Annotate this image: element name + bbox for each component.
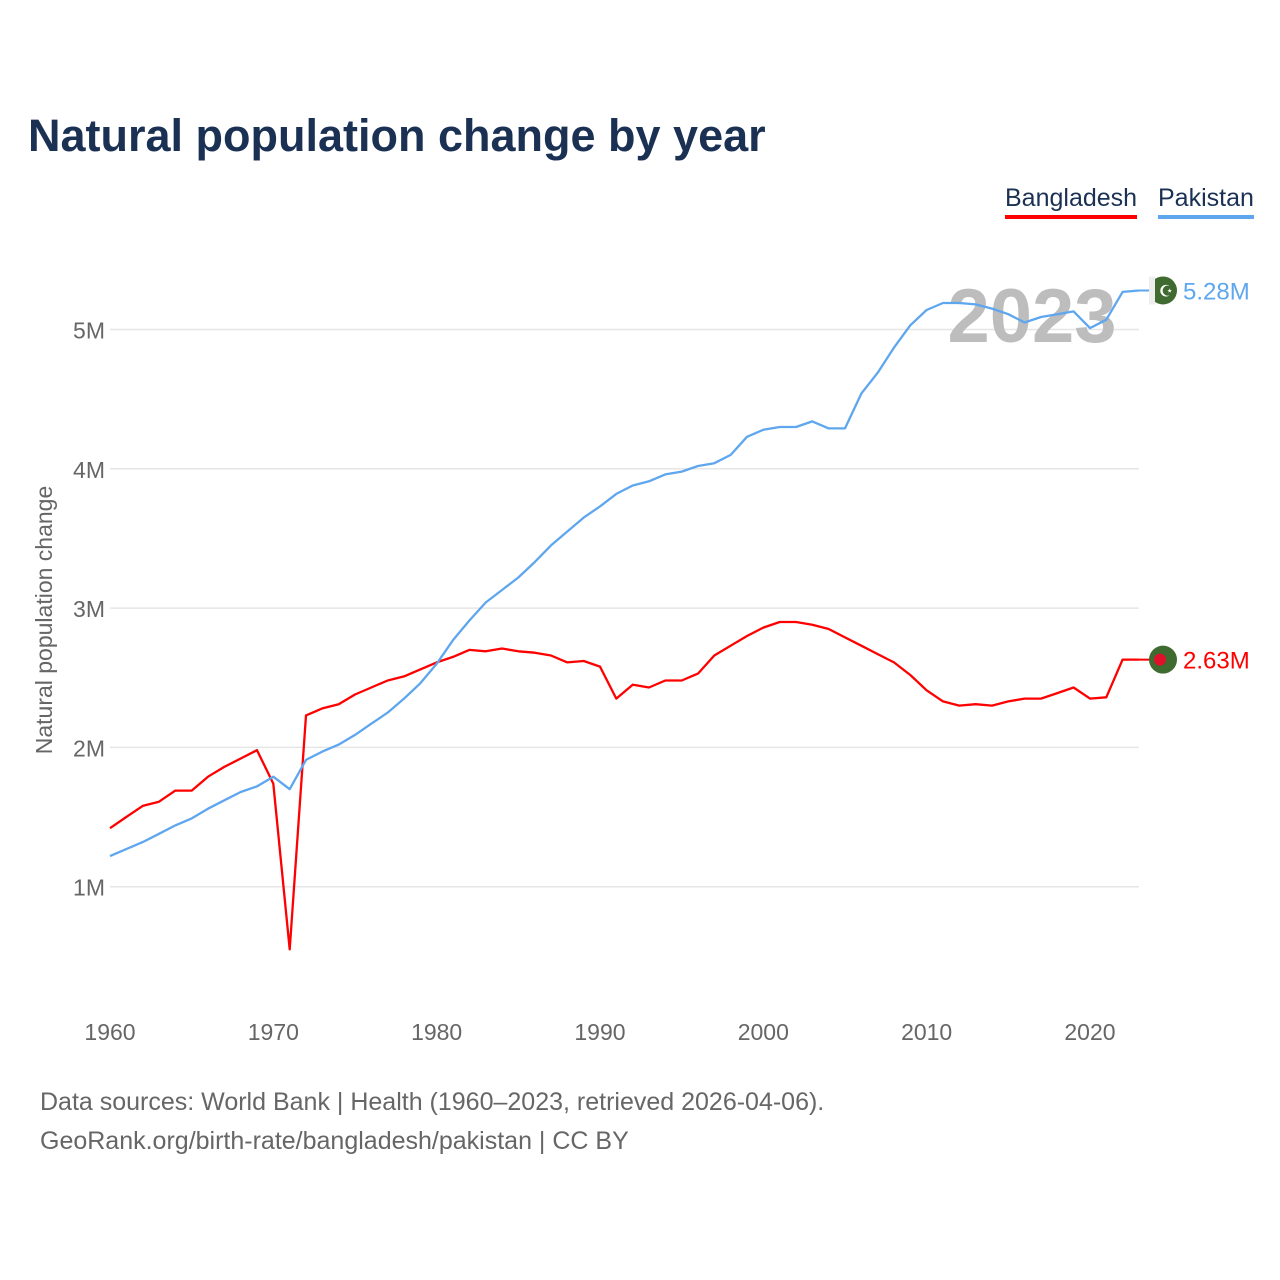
x-tick-label: 2020 [1064,1019,1115,1045]
footer-credit: GeoRank.org/birth-rate/bangladesh/pakist… [40,1127,629,1155]
y-tick-label: 1M [73,875,105,901]
end-value-label: 2.63M [1183,648,1250,675]
pakistan-flag-white-band [1149,276,1155,305]
y-tick-label: 5M [73,318,105,344]
legend-bangladesh[interactable]: Bangladesh [1005,184,1138,219]
x-tick-label: 1960 [84,1019,135,1045]
x-tick-label: 1990 [574,1019,625,1045]
crescent-icon: ☪ [1159,283,1173,300]
end-value-label: 5.28M [1183,278,1250,305]
pakistan-flag-icon [1149,276,1177,305]
year-watermark: 2023 [947,274,1116,359]
x-tick-label: 1970 [248,1019,299,1045]
y-tick-label: 2M [73,735,105,761]
bangladesh-flag-disc [1154,653,1166,666]
x-tick-label: 1980 [411,1019,462,1045]
x-tick-label: 2000 [738,1019,789,1045]
y-tick-label: 4M [73,457,105,483]
y-tick-label: 3M [73,596,105,622]
x-tick-label: 2010 [901,1019,952,1045]
y-axis-label: Natural population change [31,486,57,755]
chart-title: Natural population change by year [28,110,766,161]
legend-pakistan[interactable]: Pakistan [1158,184,1254,219]
series-line-bangladesh [109,620,1139,951]
series-line-pakistan [109,289,1140,858]
footer-sources: Data sources: World Bank | Health (1960–… [40,1088,825,1116]
